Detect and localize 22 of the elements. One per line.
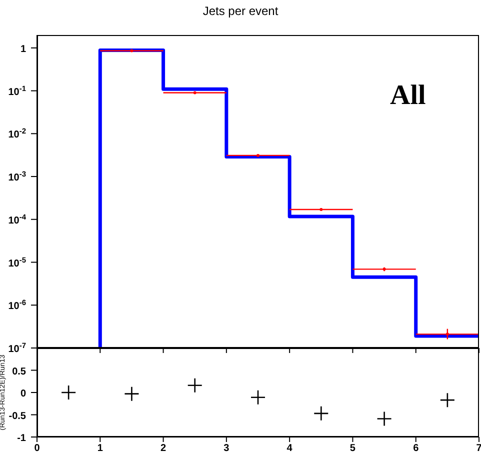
- y-tick-label: 10$^{-4}$: [8, 212, 27, 226]
- x-tick-label: 6: [413, 443, 420, 454]
- y-tick-label: 10$^{-6}$: [8, 298, 26, 312]
- x-tick-label: 4: [286, 443, 293, 454]
- y-tick-label: 10$^{-5}$: [8, 254, 26, 270]
- y-tick-label: 10$^{-1}$: [8, 83, 26, 98]
- y-tick-label: 1: [20, 44, 26, 55]
- chart-title: Jets per event: [202, 4, 280, 18]
- annotation: All: [390, 80, 426, 112]
- x-tick-label: 7: [476, 443, 481, 454]
- x-tick-label: 2: [160, 443, 167, 454]
- y-tick-label: 0.5: [12, 366, 26, 378]
- x-tick-label: 3: [224, 443, 230, 454]
- x-tick-label: 5: [350, 443, 356, 454]
- x-tick-label: 0: [34, 443, 40, 454]
- y-tick-label: -0.5: [8, 410, 26, 422]
- y-tick-label: 10$^{-7}$: [8, 340, 26, 355]
- x-tick-label: 1: [97, 443, 104, 454]
- y-tick-label: 0: [20, 388, 26, 400]
- y-tick-label: 10$^{-3}$: [8, 169, 26, 184]
- y-tick-label: 10$^{-2}$: [8, 126, 26, 141]
- y-tick-label: -1: [17, 433, 26, 444]
